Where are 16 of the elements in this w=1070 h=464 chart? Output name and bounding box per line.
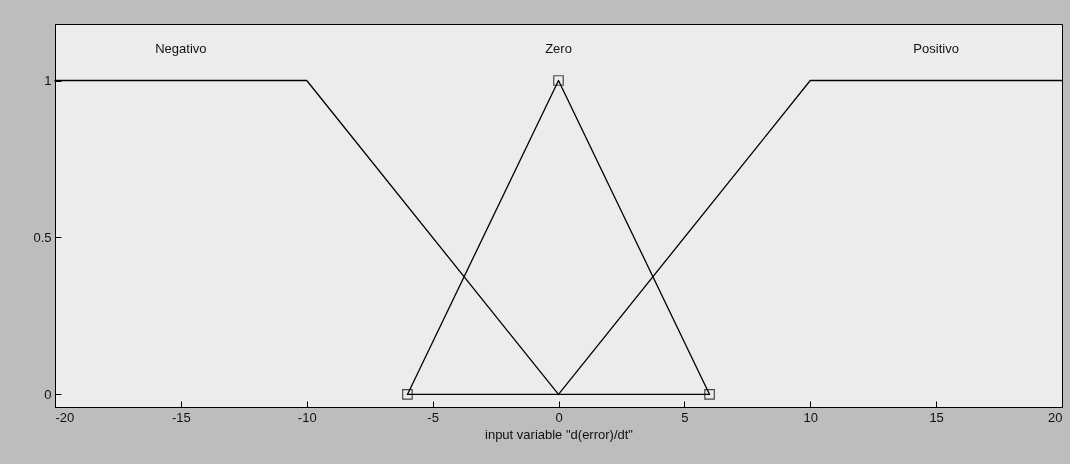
x-tick-label: -20 (55, 409, 75, 425)
y-tick-label: 1 (44, 73, 52, 89)
x-tick-label: 15 (929, 409, 944, 425)
x-tick-label: -10 (297, 409, 317, 425)
series-label: Zero (545, 40, 572, 56)
x-tick-label: 20 (1048, 409, 1063, 425)
x-tick-label: 10 (803, 409, 818, 425)
y-tick-label: 0.5 (33, 229, 52, 245)
x-axis-title: input variable "d(error)/dt" (485, 426, 634, 442)
x-tick-label: -5 (427, 409, 439, 425)
y-tick-label: 0 (44, 386, 52, 402)
series-label: Negativo (155, 40, 207, 56)
x-tick-label: 5 (681, 409, 689, 425)
x-tick-label: 0 (555, 409, 563, 425)
x-tick-label: -15 (171, 409, 191, 425)
series-label: Positivo (913, 40, 959, 56)
